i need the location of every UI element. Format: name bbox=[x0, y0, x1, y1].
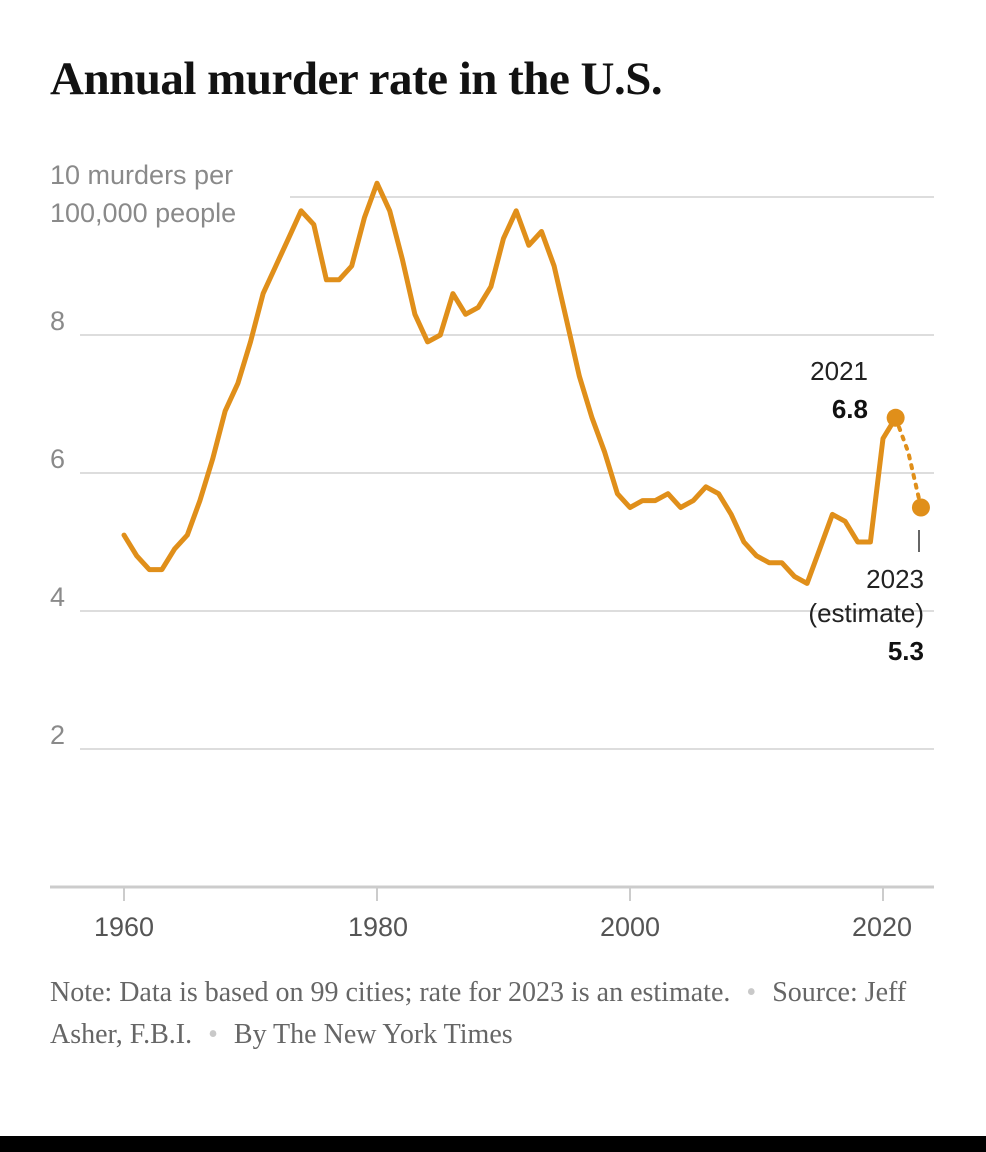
murder-rate-line bbox=[121, 180, 899, 586]
annotation-2021-value: 6.8 bbox=[832, 394, 868, 424]
series-group bbox=[121, 180, 930, 586]
point-2023-estimate bbox=[911, 498, 930, 517]
line-chart: 10 murders per 100,000 people 8 6 4 2 19… bbox=[50, 160, 934, 942]
chart-title: Annual murder rate in the U.S. bbox=[50, 53, 663, 105]
y-tick-label-6: 6 bbox=[50, 444, 65, 474]
separator-dot: • bbox=[208, 1019, 218, 1050]
gridlines bbox=[80, 196, 934, 750]
y-axis-label-line1: 10 murders per bbox=[50, 160, 233, 190]
y-tick-label-8: 8 bbox=[50, 306, 65, 336]
x-axis-tick-labels: 1960 1980 2000 2020 bbox=[94, 912, 912, 942]
x-axis bbox=[50, 885, 934, 901]
source-text: Source: Jeff Asher, F.B.I. bbox=[50, 977, 907, 1050]
annotation-2021-year: 2021 bbox=[810, 356, 868, 386]
y-axis-tick-labels: 10 murders per 100,000 people 8 6 4 2 bbox=[50, 160, 236, 750]
x-tick-label-1980: 1980 bbox=[348, 912, 408, 942]
y-tick-label-2: 2 bbox=[50, 720, 65, 750]
annotation-2023-year: 2023 bbox=[866, 564, 924, 594]
note-text: Note: Data is based on 99 cities; rate f… bbox=[50, 977, 731, 1008]
x-tick-label-2020: 2020 bbox=[852, 912, 912, 942]
x-tick-label-1960: 1960 bbox=[94, 912, 154, 942]
annotation-2023-value: 5.3 bbox=[888, 636, 924, 666]
point-2021 bbox=[886, 408, 905, 427]
chart-note: Note: Data is based on 99 cities; rate f… bbox=[50, 972, 910, 1056]
byline-text: By The New York Times bbox=[233, 1019, 513, 1050]
estimate-dotted-line bbox=[893, 415, 923, 510]
y-tick-label-4: 4 bbox=[50, 582, 65, 612]
annotation-2023-estimate: (estimate) bbox=[808, 598, 924, 628]
annotations: 2021 6.8 2023 (estimate) 5.3 bbox=[808, 356, 924, 666]
bottom-bar bbox=[0, 1136, 986, 1152]
separator-dot: • bbox=[746, 977, 757, 1008]
x-tick-label-2000: 2000 bbox=[600, 912, 660, 942]
y-axis-label-line2: 100,000 people bbox=[50, 198, 236, 228]
